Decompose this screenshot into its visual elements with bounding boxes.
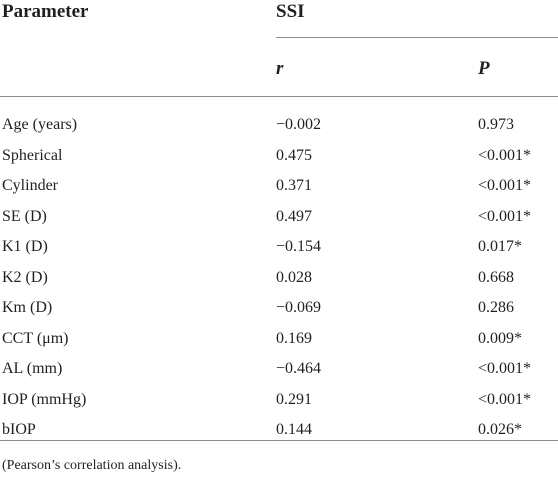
cell-r: 0.371: [276, 177, 312, 194]
cell-p: 0.026*: [478, 421, 522, 438]
table-row: K1 (D) −0.154 0.017*: [0, 237, 558, 268]
table-row: Km (D) −0.069 0.286: [0, 298, 558, 329]
cell-p: <0.001*: [478, 360, 532, 377]
cell-r: 0.497: [276, 207, 312, 225]
cell-r: −0.154: [276, 238, 322, 255]
cell-p: <0.001*: [478, 146, 532, 164]
cell-p: 0.286: [478, 299, 514, 316]
cell-r: 0.291: [276, 390, 312, 408]
cell-r: −0.464: [276, 360, 322, 377]
cell-p: <0.001*: [478, 177, 532, 194]
cell-r: 0.169: [276, 329, 312, 347]
table-footnote: (Pearson’s correlation analysis).: [2, 458, 182, 473]
cell-p: 0.973: [478, 116, 514, 133]
cell-parameter: SE (D): [2, 207, 47, 225]
table-row: SE (D) 0.497 <0.001*: [0, 207, 558, 238]
header-ssi: SSI: [276, 1, 305, 22]
cell-p: 0.017*: [478, 238, 522, 255]
header-r: r: [276, 58, 284, 79]
cell-r: −0.002: [276, 116, 322, 133]
table-header-row-1: Parameter SSI: [0, 0, 558, 36]
table-row: IOP (mmHg) 0.291 <0.001*: [0, 390, 558, 421]
table-row: CCT (μm) 0.169 0.009*: [0, 329, 558, 360]
cell-parameter: CCT (μm): [2, 329, 69, 347]
cell-parameter: bIOP: [2, 421, 36, 438]
cell-parameter: K2 (D): [2, 268, 48, 286]
header-parameter: Parameter: [2, 1, 89, 22]
cell-parameter: Age (years): [2, 116, 78, 133]
header-divider: [0, 96, 558, 97]
cell-parameter: IOP (mmHg): [2, 390, 87, 408]
table-row: K2 (D) 0.028 0.668: [0, 268, 558, 299]
cell-parameter: Km (D): [2, 299, 53, 316]
cell-p: <0.001*: [478, 207, 532, 225]
table-row: Cylinder 0.371 <0.001*: [0, 176, 558, 207]
cell-parameter: K1 (D): [2, 238, 48, 255]
cell-r: 0.028: [276, 268, 312, 286]
cell-parameter: AL (mm): [2, 360, 63, 377]
cell-p: 0.668: [478, 268, 514, 286]
group-divider: [276, 37, 558, 38]
table-row: bIOP 0.144 0.026*: [0, 420, 558, 451]
table-bottom-rule: [0, 440, 558, 441]
cell-r: −0.069: [276, 299, 322, 316]
cell-p: <0.001*: [478, 390, 532, 408]
cell-r: 0.475: [276, 146, 312, 164]
cell-parameter: Spherical: [2, 146, 63, 164]
header-p: P: [478, 58, 490, 79]
cell-p: 0.009*: [478, 329, 522, 347]
table-row: Spherical 0.475 <0.001*: [0, 146, 558, 177]
cell-r: 0.144: [276, 421, 312, 438]
table-row: AL (mm) −0.464 <0.001*: [0, 359, 558, 390]
cell-parameter: Cylinder: [2, 177, 58, 194]
table-row: Age (years) −0.002 0.973: [0, 115, 558, 146]
